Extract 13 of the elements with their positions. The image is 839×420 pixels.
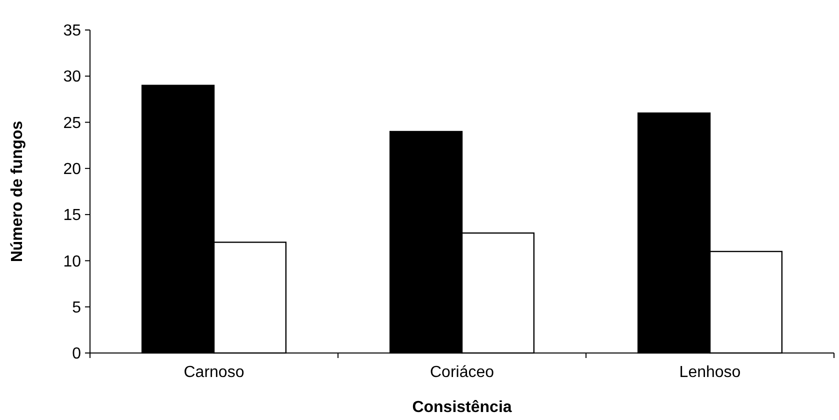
x-tick-label: Lenhoso: [679, 364, 741, 381]
y-axis-title: Número de fungos: [9, 120, 26, 262]
x-tick-label: Carnoso: [184, 364, 244, 381]
y-tick-label: 0: [72, 346, 82, 363]
y-tick-label: 25: [63, 114, 82, 132]
y-tick-label: 15: [63, 207, 82, 224]
y-tick-label: 20: [63, 161, 82, 178]
x-tick-label: Coriáceo: [430, 364, 494, 381]
y-tick-label: 5: [72, 299, 82, 316]
y-tick-label: 35: [63, 22, 82, 40]
y-tick-label: 30: [63, 68, 82, 86]
x-axis-title: Consistência: [412, 399, 512, 416]
y-tick-label: 10: [63, 253, 82, 270]
